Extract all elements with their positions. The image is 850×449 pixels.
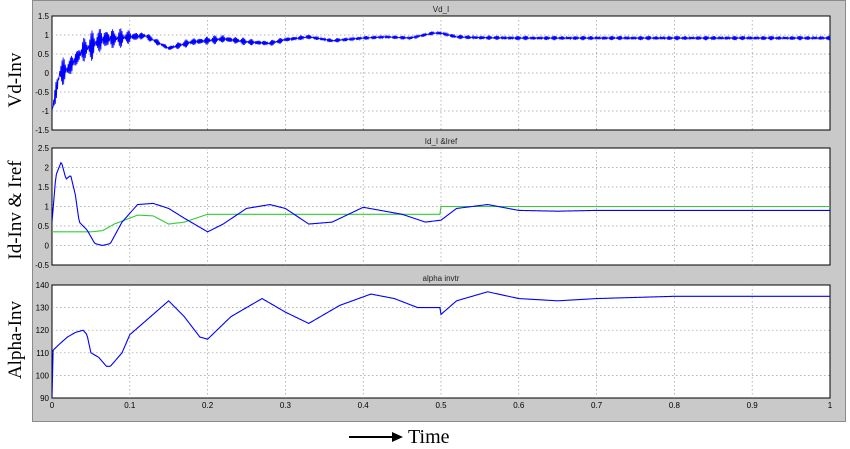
time-arrow-icon xyxy=(349,432,403,442)
x-tick-label: 1 xyxy=(828,401,833,410)
y-tick-label: 1.5 xyxy=(38,12,50,21)
y-tick-label: 0 xyxy=(45,69,50,78)
y-tick-label: -0.5 xyxy=(35,261,49,270)
y-tick-label: 0 xyxy=(45,242,50,251)
series-line-blue xyxy=(52,291,830,398)
x-tick-label: 0.8 xyxy=(669,401,681,410)
y-tick-label: 90 xyxy=(40,394,49,403)
y-tick-label: -0.5 xyxy=(35,88,49,97)
y-tick-label: 0.5 xyxy=(38,222,50,231)
y-tick-label: 1.5 xyxy=(38,183,50,192)
x-tick-label: 0.7 xyxy=(591,401,603,410)
x-tick-label: 0.4 xyxy=(358,401,370,410)
y-tick-label: 100 xyxy=(36,371,50,380)
xlabel-time: Time xyxy=(408,426,450,448)
series-line-green xyxy=(52,205,830,233)
x-tick-label: 0.5 xyxy=(435,401,447,410)
x-tick-label: 0.3 xyxy=(280,401,292,410)
y-tick-label: 1 xyxy=(45,203,50,212)
chart-panel-3: alpha invtr 0 0.1 0.2 0.3 0.4 0.5 0.6 0.7 0.8 0.9 1… xyxy=(36,274,833,410)
x-tick-label: 0 xyxy=(50,401,55,410)
y-tick-label: 120 xyxy=(36,326,50,335)
series-line-blue xyxy=(52,28,830,112)
y-tick-label: 140 xyxy=(36,281,50,290)
x-tick-label: 0.2 xyxy=(202,401,214,410)
y-tick-label: 2 xyxy=(45,164,50,173)
x-tick-label: 0.1 xyxy=(124,401,136,410)
ylabel-alpha-inv: Alpha-Inv xyxy=(5,300,26,380)
chart-title: alpha invtr xyxy=(423,274,460,283)
x-tick-label: 0.9 xyxy=(747,401,759,410)
x-tick-label: 0.6 xyxy=(513,401,525,410)
chart-panel-1: Vd_I -1.5 -1 -0.5 0 0.5 1 1.5 xyxy=(35,5,831,135)
ylabel-vd-inv: Vd-Inv xyxy=(5,52,26,108)
chart-panel-2: Id_I &Iref -0.5 0 0.5 1 1.5 2 2.5 xyxy=(35,137,831,270)
chart-title: Vd_I xyxy=(433,5,449,14)
y-tick-label: 0.5 xyxy=(38,50,50,59)
y-tick-label: 2.5 xyxy=(38,144,50,153)
chart-title: Id_I &Iref xyxy=(425,137,458,146)
y-tick-label: 1 xyxy=(45,31,50,40)
y-tick-label: 130 xyxy=(36,304,50,313)
series-line-blue xyxy=(52,161,830,246)
y-tick-label: 110 xyxy=(36,349,49,358)
ylabel-id-iref: Id-Inv & Iref xyxy=(5,160,26,260)
y-tick-label: -1.5 xyxy=(35,126,49,135)
y-tick-label: -1 xyxy=(42,107,50,116)
